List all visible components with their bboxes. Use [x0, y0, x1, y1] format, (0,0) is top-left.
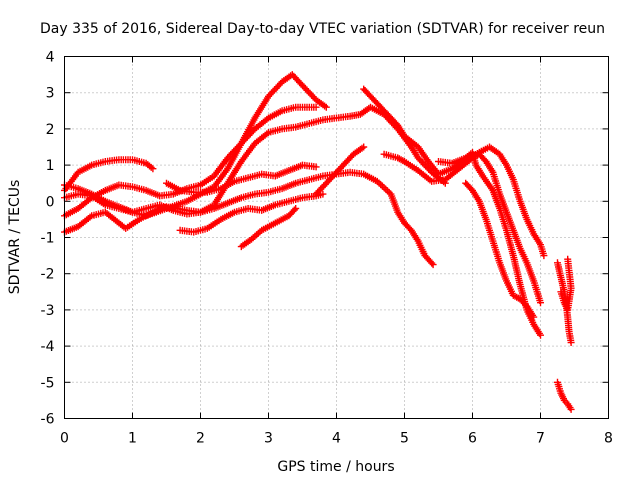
chart-title: Day 335 of 2016, Sidereal Day-to-day VTE… — [40, 21, 605, 37]
x-tick-label-4: 4 — [332, 431, 341, 447]
y-tick-label-4: 0 — [46, 194, 55, 210]
x-tick-label-1: 1 — [128, 431, 137, 447]
y-axis-label: SDTVAR / TECUs — [7, 180, 23, 295]
y-tick-labels: 4 3 2 1 0 -1 -2 -3 -4 -5 -6 — [41, 50, 55, 428]
series-markers-track-o — [554, 378, 575, 413]
series-track-o — [554, 378, 575, 413]
series-markers-track-m — [462, 179, 538, 321]
series-track-p — [557, 255, 575, 314]
x-tick-label-5: 5 — [400, 431, 409, 447]
x-tick-label-2: 2 — [196, 431, 205, 447]
y-tick-label-5: -1 — [41, 231, 55, 247]
series-markers-track-j — [360, 85, 548, 260]
x-tick-labels: 0 1 2 3 4 5 6 7 8 — [60, 431, 613, 447]
series-markers-track-p — [557, 255, 575, 314]
series-markers-track-h — [237, 205, 300, 251]
y-tick-label-1: 3 — [46, 86, 55, 102]
series-markers-track-g — [176, 190, 327, 236]
series-markers-track-f — [163, 161, 320, 196]
series-track-i — [312, 143, 368, 198]
y-tick-label-0: 4 — [46, 50, 55, 66]
y-tick-label-10: -6 — [41, 412, 55, 428]
series-track-f — [163, 161, 320, 196]
series-track-h — [237, 205, 300, 251]
y-tick-label-9: -5 — [41, 375, 55, 391]
series-track-m — [462, 179, 538, 321]
series-track-j — [360, 85, 548, 260]
x-tick-label-7: 7 — [536, 431, 545, 447]
series-track-k — [380, 150, 544, 307]
y-tick-label-3: 1 — [46, 158, 55, 174]
series-track-g — [176, 190, 327, 236]
y-tick-label-8: -4 — [41, 339, 55, 355]
x-tick-label-3: 3 — [264, 431, 273, 447]
y-tick-label-7: -3 — [41, 303, 55, 319]
y-tick-label-2: 2 — [46, 122, 55, 138]
y-tick-label-6: -2 — [41, 267, 55, 283]
series-markers-track-i — [312, 143, 368, 198]
x-tick-label-6: 6 — [468, 431, 477, 447]
x-tick-label-0: 0 — [60, 431, 69, 447]
x-tick-label-8: 8 — [604, 431, 613, 447]
series-markers-track-k — [380, 150, 544, 307]
plot-frame — [64, 56, 609, 419]
x-axis-label: GPS time / hours — [277, 459, 394, 475]
